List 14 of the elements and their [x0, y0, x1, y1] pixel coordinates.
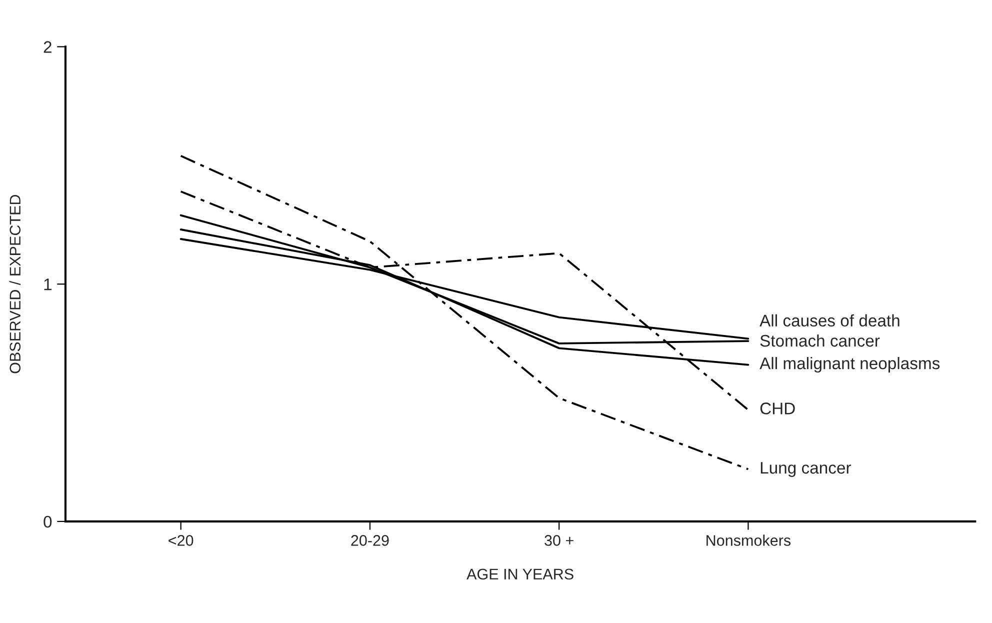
y-tick-label: 1	[44, 278, 52, 290]
x-tick-label: 30 +	[544, 535, 574, 546]
x-tick-label: <20	[168, 535, 194, 546]
series-label: CHD	[760, 402, 795, 414]
series-label: Lung cancer	[760, 462, 851, 477]
series-label: All malignant neoplasms	[760, 357, 940, 373]
y-tick-label: 0	[44, 516, 52, 528]
x-axis-title: AGE IN YEARS	[466, 568, 574, 580]
y-axis-title: OBSERVED / EXPECTED	[9, 194, 21, 374]
x-tick-label: 20-29	[351, 535, 389, 546]
y-tick-label: 2	[44, 41, 52, 53]
x-tick-label: Nonsmokers	[706, 534, 791, 546]
series-label: Stomach cancer	[760, 334, 880, 347]
series-label: All causes of death	[760, 314, 900, 327]
